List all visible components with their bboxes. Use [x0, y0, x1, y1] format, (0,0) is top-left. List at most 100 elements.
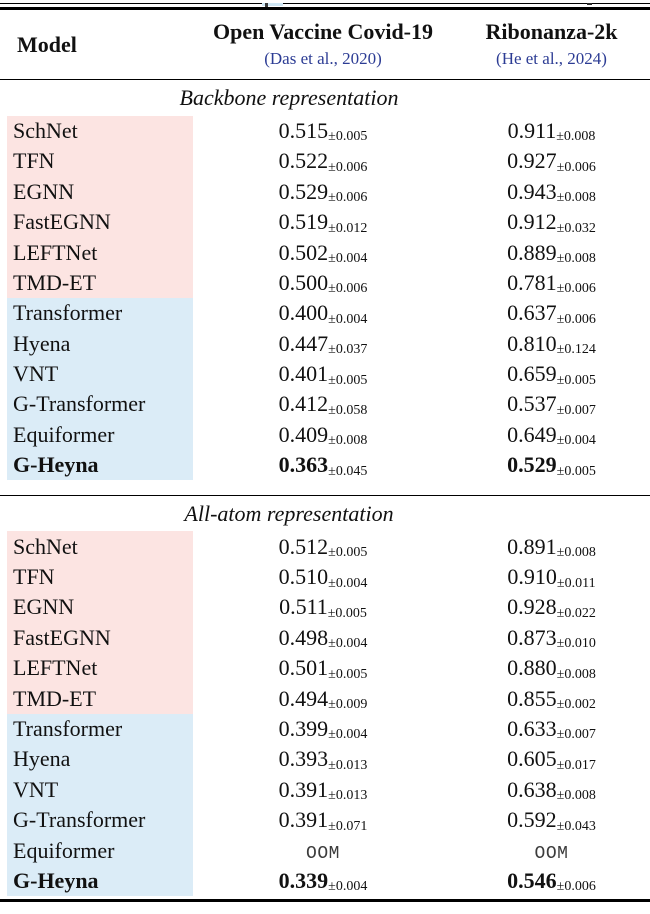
metric-std: ±0.013: [328, 788, 368, 804]
metric-cell: 0.393±0.013: [193, 744, 453, 774]
table-row: TFN 0.522±0.006 0.927±0.006: [0, 146, 650, 177]
metric-cell: 0.400±0.004: [193, 298, 453, 328]
metric-cell: 0.633±0.007: [453, 714, 650, 744]
metric-cell: 0.649±0.004: [453, 420, 650, 450]
metric-cell: 0.873±0.010: [453, 623, 650, 653]
metric-cell: 0.512±0.005: [193, 531, 453, 561]
metric-std: ±0.124: [556, 342, 596, 358]
model-name: LEFTNet: [13, 239, 98, 265]
metric-std: ±0.005: [327, 605, 367, 621]
metric-std: ±0.012: [328, 220, 368, 236]
table-row: EGNN 0.529±0.006 0.943±0.008: [0, 176, 650, 207]
metric-std: ±0.007: [556, 402, 596, 418]
row-color-band: SchNet: [7, 115, 193, 147]
row-color-band: G-Heyna: [7, 450, 193, 481]
model-name: FastEGNN: [13, 624, 111, 650]
metric-value: 0.519: [278, 209, 329, 235]
model-column-header: Model: [0, 9, 193, 81]
metric-cell: 0.511±0.005: [193, 592, 453, 622]
table-row: Equiformer OOM OOM: [0, 835, 650, 866]
model-cell: VNT: [0, 774, 193, 805]
metric-std: ±0.006: [556, 159, 596, 175]
table-row: TMD-ET 0.500±0.006 0.781±0.006: [0, 267, 650, 299]
metric-value: 0.781: [507, 269, 557, 295]
table-row: VNT 0.391±0.013 0.638±0.008: [0, 774, 650, 805]
metric-value: 0.502: [278, 239, 329, 265]
metric-value: 0.393: [278, 746, 329, 772]
metric-value: 0.546: [507, 867, 557, 893]
metric-std: ±0.004: [556, 433, 596, 449]
metric-value: 0.400: [278, 300, 329, 326]
metric-value: 0.409: [278, 421, 329, 447]
citation-link[interactable]: (He et al., 2024): [496, 48, 607, 68]
metric-std: ±0.004: [328, 727, 368, 743]
metric-cell: 0.412±0.058: [193, 389, 453, 419]
metric-cell: 0.592±0.043: [453, 805, 650, 835]
row-color-band: Transformer: [7, 298, 193, 329]
results-table-body: Model Open Vaccine Covid-19 (Das et al.,…: [0, 9, 650, 897]
row-color-band: TMD-ET: [7, 267, 193, 299]
metric-cell: 0.510±0.004: [193, 562, 453, 592]
row-color-band: TFN: [7, 146, 193, 177]
metric-value: 0.391: [278, 807, 329, 833]
metric-std: ±0.058: [328, 402, 368, 418]
model-name: EGNN: [13, 178, 75, 204]
metric-std: ±0.022: [556, 605, 596, 621]
metric-value: 0.515: [278, 117, 329, 143]
metric-cell: 0.912±0.032: [453, 207, 650, 237]
metric-value: 0.889: [507, 239, 557, 265]
table-bottom-rule: [0, 899, 650, 903]
table-row: G-Heyna 0.339±0.004 0.546±0.006: [0, 865, 650, 897]
cropped-text-fragment: [265, 3, 268, 7]
table-row: FastEGNN 0.498±0.004 0.873±0.010: [0, 622, 650, 654]
table-row: EGNN 0.511±0.005 0.928±0.022: [0, 592, 650, 623]
metric-cell: 0.339±0.004: [193, 866, 453, 896]
model-cell: Transformer: [0, 713, 193, 745]
metric-value: 0.659: [507, 361, 557, 387]
table-top-rule-thin: [0, 3, 650, 5]
table-row: FastEGNN 0.519±0.012 0.912±0.032: [0, 206, 650, 238]
table-header-row: Model Open Vaccine Covid-19 (Das et al.,…: [0, 9, 650, 81]
metric-cell: OOM: [453, 835, 650, 865]
metric-value: 0.391: [278, 776, 329, 802]
metric-std: ±0.005: [328, 372, 368, 388]
model-name: TMD-ET: [13, 269, 97, 295]
citation-link[interactable]: (Das et al., 2020): [264, 48, 382, 68]
metric-std: ±0.013: [328, 757, 368, 773]
metric-value: 0.498: [278, 624, 329, 650]
section-header: All-atom representation: [0, 494, 650, 532]
table-row: SchNet 0.512±0.005 0.891±0.008: [0, 531, 650, 562]
dataset-column-header: Open Vaccine Covid-19 (Das et al., 2020): [193, 9, 453, 81]
row-color-band: Equiformer: [7, 419, 193, 451]
metric-cell: 0.498±0.004: [193, 623, 453, 653]
model-name: Equiformer: [13, 837, 115, 863]
metric-cell: 0.363±0.045: [193, 450, 453, 480]
metric-value: 0.873: [507, 624, 557, 650]
metric-std: ±0.071: [328, 818, 368, 834]
section-header-row: Backbone representation: [0, 80, 650, 116]
model-cell: VNT: [0, 358, 193, 390]
metric-value: 0.912: [507, 209, 557, 235]
model-name: SchNet: [13, 117, 78, 143]
metric-value: 0.649: [507, 421, 557, 447]
metric-std: ±0.008: [556, 788, 596, 804]
metric-std: ±0.004: [328, 251, 368, 267]
metric-cell: 0.659±0.005: [453, 359, 650, 389]
model-name: SchNet: [13, 533, 78, 559]
table-row: G-Transformer 0.412±0.058 0.537±0.007: [0, 389, 650, 420]
metric-value: 0.537: [507, 391, 557, 417]
metric-value: 0.810: [507, 330, 557, 356]
model-name: TFN: [13, 564, 55, 590]
metric-std: ±0.004: [328, 575, 368, 591]
model-name: Equiformer: [13, 421, 115, 447]
model-name: G-Heyna: [13, 452, 99, 478]
metric-value: 0.522: [278, 148, 329, 174]
row-color-band: TFN: [7, 561, 193, 593]
model-cell: TFN: [0, 146, 193, 177]
metric-std: ±0.005: [328, 666, 368, 682]
metric-value: 0.529: [278, 178, 329, 204]
metric-cell: 0.810±0.124: [453, 329, 650, 359]
table-row: SchNet 0.515±0.005 0.911±0.008: [0, 115, 650, 147]
table-row: Equiformer 0.409±0.008 0.649±0.004: [0, 419, 650, 451]
metric-std: ±0.006: [556, 281, 596, 297]
